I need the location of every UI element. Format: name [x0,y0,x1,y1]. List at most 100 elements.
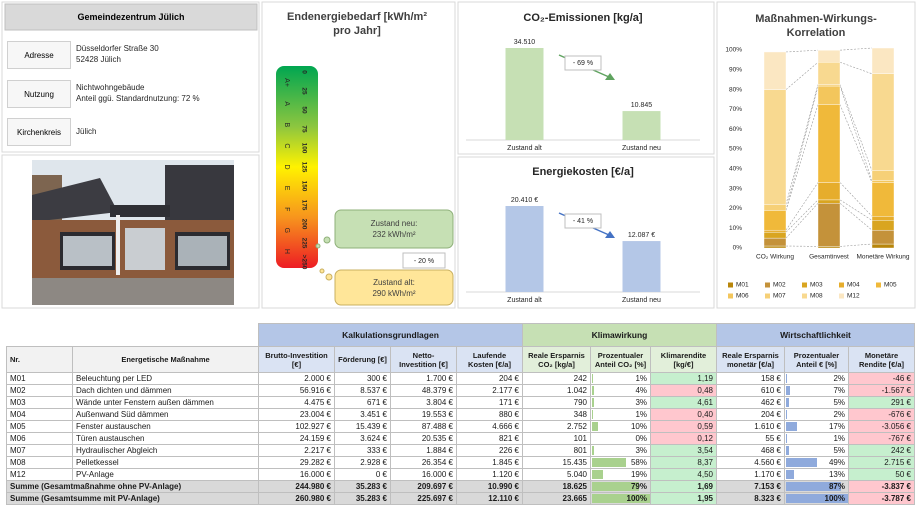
segment [763,237,787,247]
table-cell: 0,12 [650,432,717,445]
table-cell: 1% [590,408,651,421]
table-cell: 8.323 € [716,492,785,505]
segment [871,180,895,183]
y-tick-label: 100% [725,47,742,54]
cell-text: 1% [635,410,647,419]
legend-swatch [728,293,733,299]
segment [817,246,841,249]
header-row: Nr. Energetische Maßnahme Brutto-Investiti… [6,346,915,373]
table-cell: -676 € [848,408,915,421]
table-cell: 23.665 [522,492,591,505]
energy-tick: 200 [300,219,307,230]
segment [817,62,841,85]
segment [871,47,895,74]
cell-text: 2% [833,374,845,383]
legend-label: M03 [810,282,823,289]
annotation-box [564,55,602,71]
table-cell: 0,48 [650,384,717,397]
data-bar [592,446,594,455]
table-cell: 242 [522,372,591,385]
table-cell: 348 [522,408,591,421]
bar [622,111,661,140]
y-tick-label: 40% [729,166,742,173]
y-tick-label: 10% [729,225,742,232]
table-cell: 0% [590,432,651,445]
table-cell: 880 € [456,408,523,421]
cell-text: 7% [833,386,845,395]
table-cell: 171 € [456,396,523,409]
segment [871,170,895,181]
energy-tick: 75 [300,125,307,133]
cell-text: 58% [630,458,647,467]
legend-label: M01 [736,282,749,289]
cell-text: 5% [833,446,845,455]
table-cell: Wände unter Fenstern außen dämmen [72,396,259,409]
table-cell: 35.283 € [334,492,391,505]
connector [839,203,873,231]
energy-tick: 100 [300,143,307,154]
table-cell: 16.000 € [390,468,457,481]
table-cell: 15.435 [522,456,591,469]
table-cell: Summe (Gesamtsumme mit PV-Anlage) [6,492,259,505]
legend-label: M08 [810,293,823,300]
table-cell: 5.040 [522,468,591,481]
table-cell: 23.004 € [258,408,335,421]
table-cell: M07 [6,444,73,457]
info-title-box [4,3,258,31]
table-cell: 48.379 € [390,384,457,397]
legend-label: M07 [773,293,786,300]
table-cell: M12 [6,468,73,481]
energy-tick: 25 [300,87,307,95]
info-line: Anteil ggü. Standardnutzung: 72 % [76,94,200,103]
segment [763,231,787,239]
table-cell: Pelletkessel [72,456,259,469]
table-cell: 468 € [716,444,785,457]
legend-label: M06 [736,293,749,300]
data-bar [786,446,790,455]
table-cell: 158 € [716,372,785,385]
data-bar [786,494,848,503]
segment [763,229,787,233]
y-tick-label: 90% [729,67,742,74]
legend-swatch [839,293,844,299]
energy-class: A+ [283,78,290,87]
data-row: M05 Fenster austauschen 102.927 €15.439 €8… [6,420,915,433]
data-bar [592,458,627,467]
cell-text: 4% [635,386,647,395]
sum-row: Summe (Gesamtmaßnahme ohne PV-Anlage) 244… [6,480,915,493]
data-bar [786,422,797,431]
table-cell: 1,69 [650,480,717,493]
table-cell: 1.610 € [716,420,785,433]
table-cell: Außenwand Süd dämmen [72,408,259,421]
table-cell: 17% [784,420,849,433]
annotation: - 41 % [573,218,593,225]
connector [785,85,819,211]
info-value: Düsseldorfer Straße 30 52428 Jülich [76,43,159,65]
category-label: Zustand alt [507,297,542,304]
table-cell: -3.787 € [848,492,915,505]
table-cell: 102.927 € [258,420,335,433]
data-bar [592,470,604,479]
category-label: Zustand neu [622,297,661,304]
cell-text: 2% [833,410,845,419]
info-title: Gemeindezentrum Jülich [77,12,185,22]
change-box [402,252,446,269]
table-cell: 87% [784,480,849,493]
info-line: 52428 Jülich [76,55,121,64]
table-cell: M04 [6,408,73,421]
data-row: M06 Türen austauschen 24.159 €3.624 €20.53… [6,432,915,445]
table-cell: 50 € [848,468,915,481]
value-label: 34.510 [514,39,536,46]
segment [763,51,787,90]
column-header: Energetische Maßnahme [72,346,259,373]
energy-tick: 175 [300,200,307,211]
segment [817,104,841,183]
segment [817,85,841,105]
cell-text: 3% [635,446,647,455]
table-cell: 16.000 € [258,468,335,481]
table-cell: PV-Anlage [72,468,259,481]
cell-text: 79% [630,482,647,491]
info-value: Jülich [76,126,96,137]
